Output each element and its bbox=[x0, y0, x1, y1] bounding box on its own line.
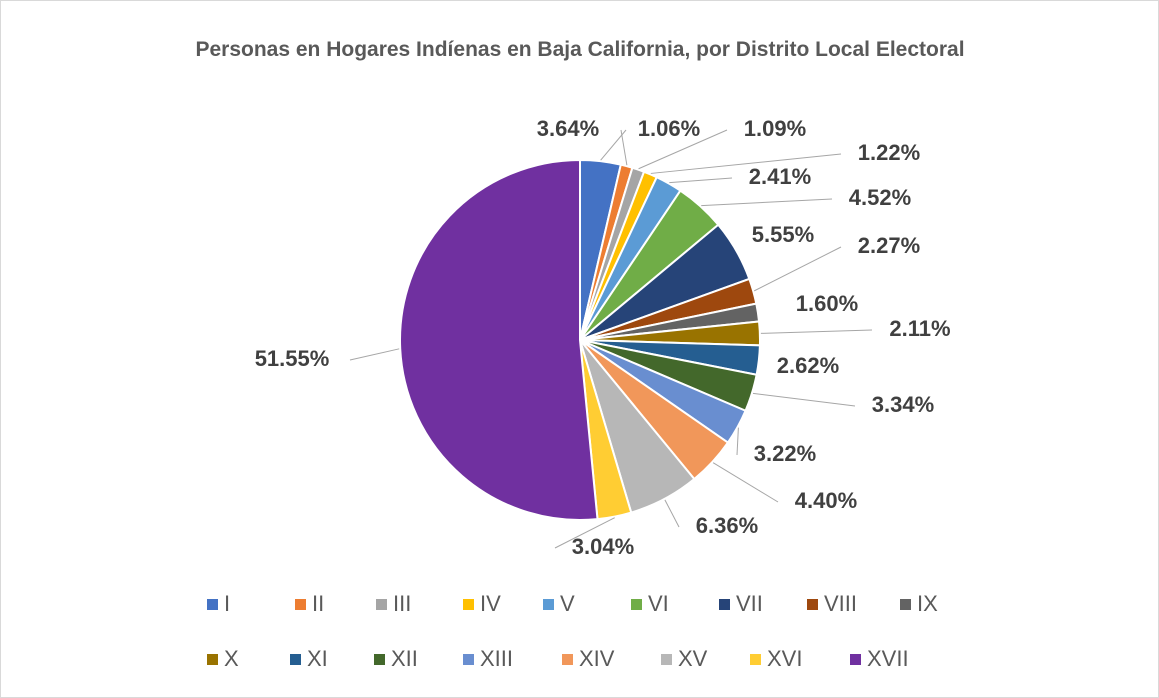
data-label: 6.36% bbox=[696, 513, 758, 538]
data-label: 3.34% bbox=[872, 392, 934, 417]
legend-marker bbox=[900, 599, 911, 610]
legend-label: XIII bbox=[480, 646, 513, 671]
legend-label: X bbox=[224, 646, 239, 671]
legend-label: VII bbox=[736, 591, 763, 616]
leader-line bbox=[554, 517, 615, 549]
legend-label: II bbox=[312, 591, 324, 616]
data-label: 51.55% bbox=[255, 346, 330, 371]
data-label: 1.60% bbox=[796, 291, 858, 316]
legend-marker bbox=[295, 599, 306, 610]
legend-label: VI bbox=[648, 591, 669, 616]
legend-label: IV bbox=[480, 591, 501, 616]
leader-line bbox=[664, 499, 680, 528]
legend-label: IX bbox=[917, 591, 938, 616]
legend-label: XVI bbox=[767, 646, 802, 671]
data-label: 1.22% bbox=[858, 140, 920, 165]
leader-line bbox=[753, 246, 842, 292]
leader-line bbox=[701, 198, 833, 207]
legend-label: XVII bbox=[867, 646, 909, 671]
data-label: 2.11% bbox=[889, 316, 950, 341]
legend-marker bbox=[850, 654, 861, 665]
leader-line bbox=[669, 177, 733, 184]
legend-marker bbox=[207, 599, 218, 610]
data-label: 2.27% bbox=[858, 233, 920, 258]
legend-marker bbox=[661, 654, 672, 665]
leader-line bbox=[349, 348, 400, 361]
data-label: 2.41% bbox=[749, 164, 811, 189]
legend-marker bbox=[807, 599, 818, 610]
leader-line bbox=[620, 129, 628, 166]
leader-line bbox=[736, 427, 739, 456]
legend-label: XII bbox=[391, 646, 418, 671]
data-label: 2.62% bbox=[777, 353, 839, 378]
data-label: 3.22% bbox=[754, 441, 816, 466]
chart-title: Personas en Hogares Indíenas en Baja Cal… bbox=[195, 38, 965, 61]
legend-label: XI bbox=[307, 646, 328, 671]
pie-slice bbox=[399, 158, 599, 521]
legend-marker bbox=[463, 599, 474, 610]
legend-marker bbox=[463, 654, 474, 665]
data-label: 3.04% bbox=[572, 534, 634, 559]
legend-marker bbox=[207, 654, 218, 665]
data-label: 1.06% bbox=[638, 116, 700, 141]
legend-marker bbox=[543, 599, 554, 610]
legend-marker bbox=[631, 599, 642, 610]
leader-line bbox=[760, 329, 873, 334]
legend-marker bbox=[750, 654, 761, 665]
legend-label: VIII bbox=[824, 591, 857, 616]
data-label: 1.09% bbox=[744, 116, 806, 141]
legend-marker bbox=[290, 654, 301, 665]
data-label: 4.52% bbox=[849, 185, 911, 210]
legend-marker bbox=[562, 654, 573, 665]
leader-line bbox=[638, 129, 728, 170]
legend-label: V bbox=[560, 591, 575, 616]
legend-label: I bbox=[224, 591, 230, 616]
legend-marker bbox=[719, 599, 730, 610]
leader-line bbox=[712, 462, 779, 503]
legend-marker bbox=[376, 599, 387, 610]
legend-marker bbox=[374, 654, 385, 665]
leader-line bbox=[752, 392, 856, 407]
data-label: 3.64% bbox=[537, 116, 599, 141]
legend-label: III bbox=[393, 591, 411, 616]
data-label: 4.40% bbox=[795, 488, 857, 513]
legend-label: XIV bbox=[579, 646, 615, 671]
data-label: 5.55% bbox=[752, 222, 814, 247]
legend-label: XV bbox=[678, 646, 708, 671]
leader-line bbox=[650, 153, 842, 174]
